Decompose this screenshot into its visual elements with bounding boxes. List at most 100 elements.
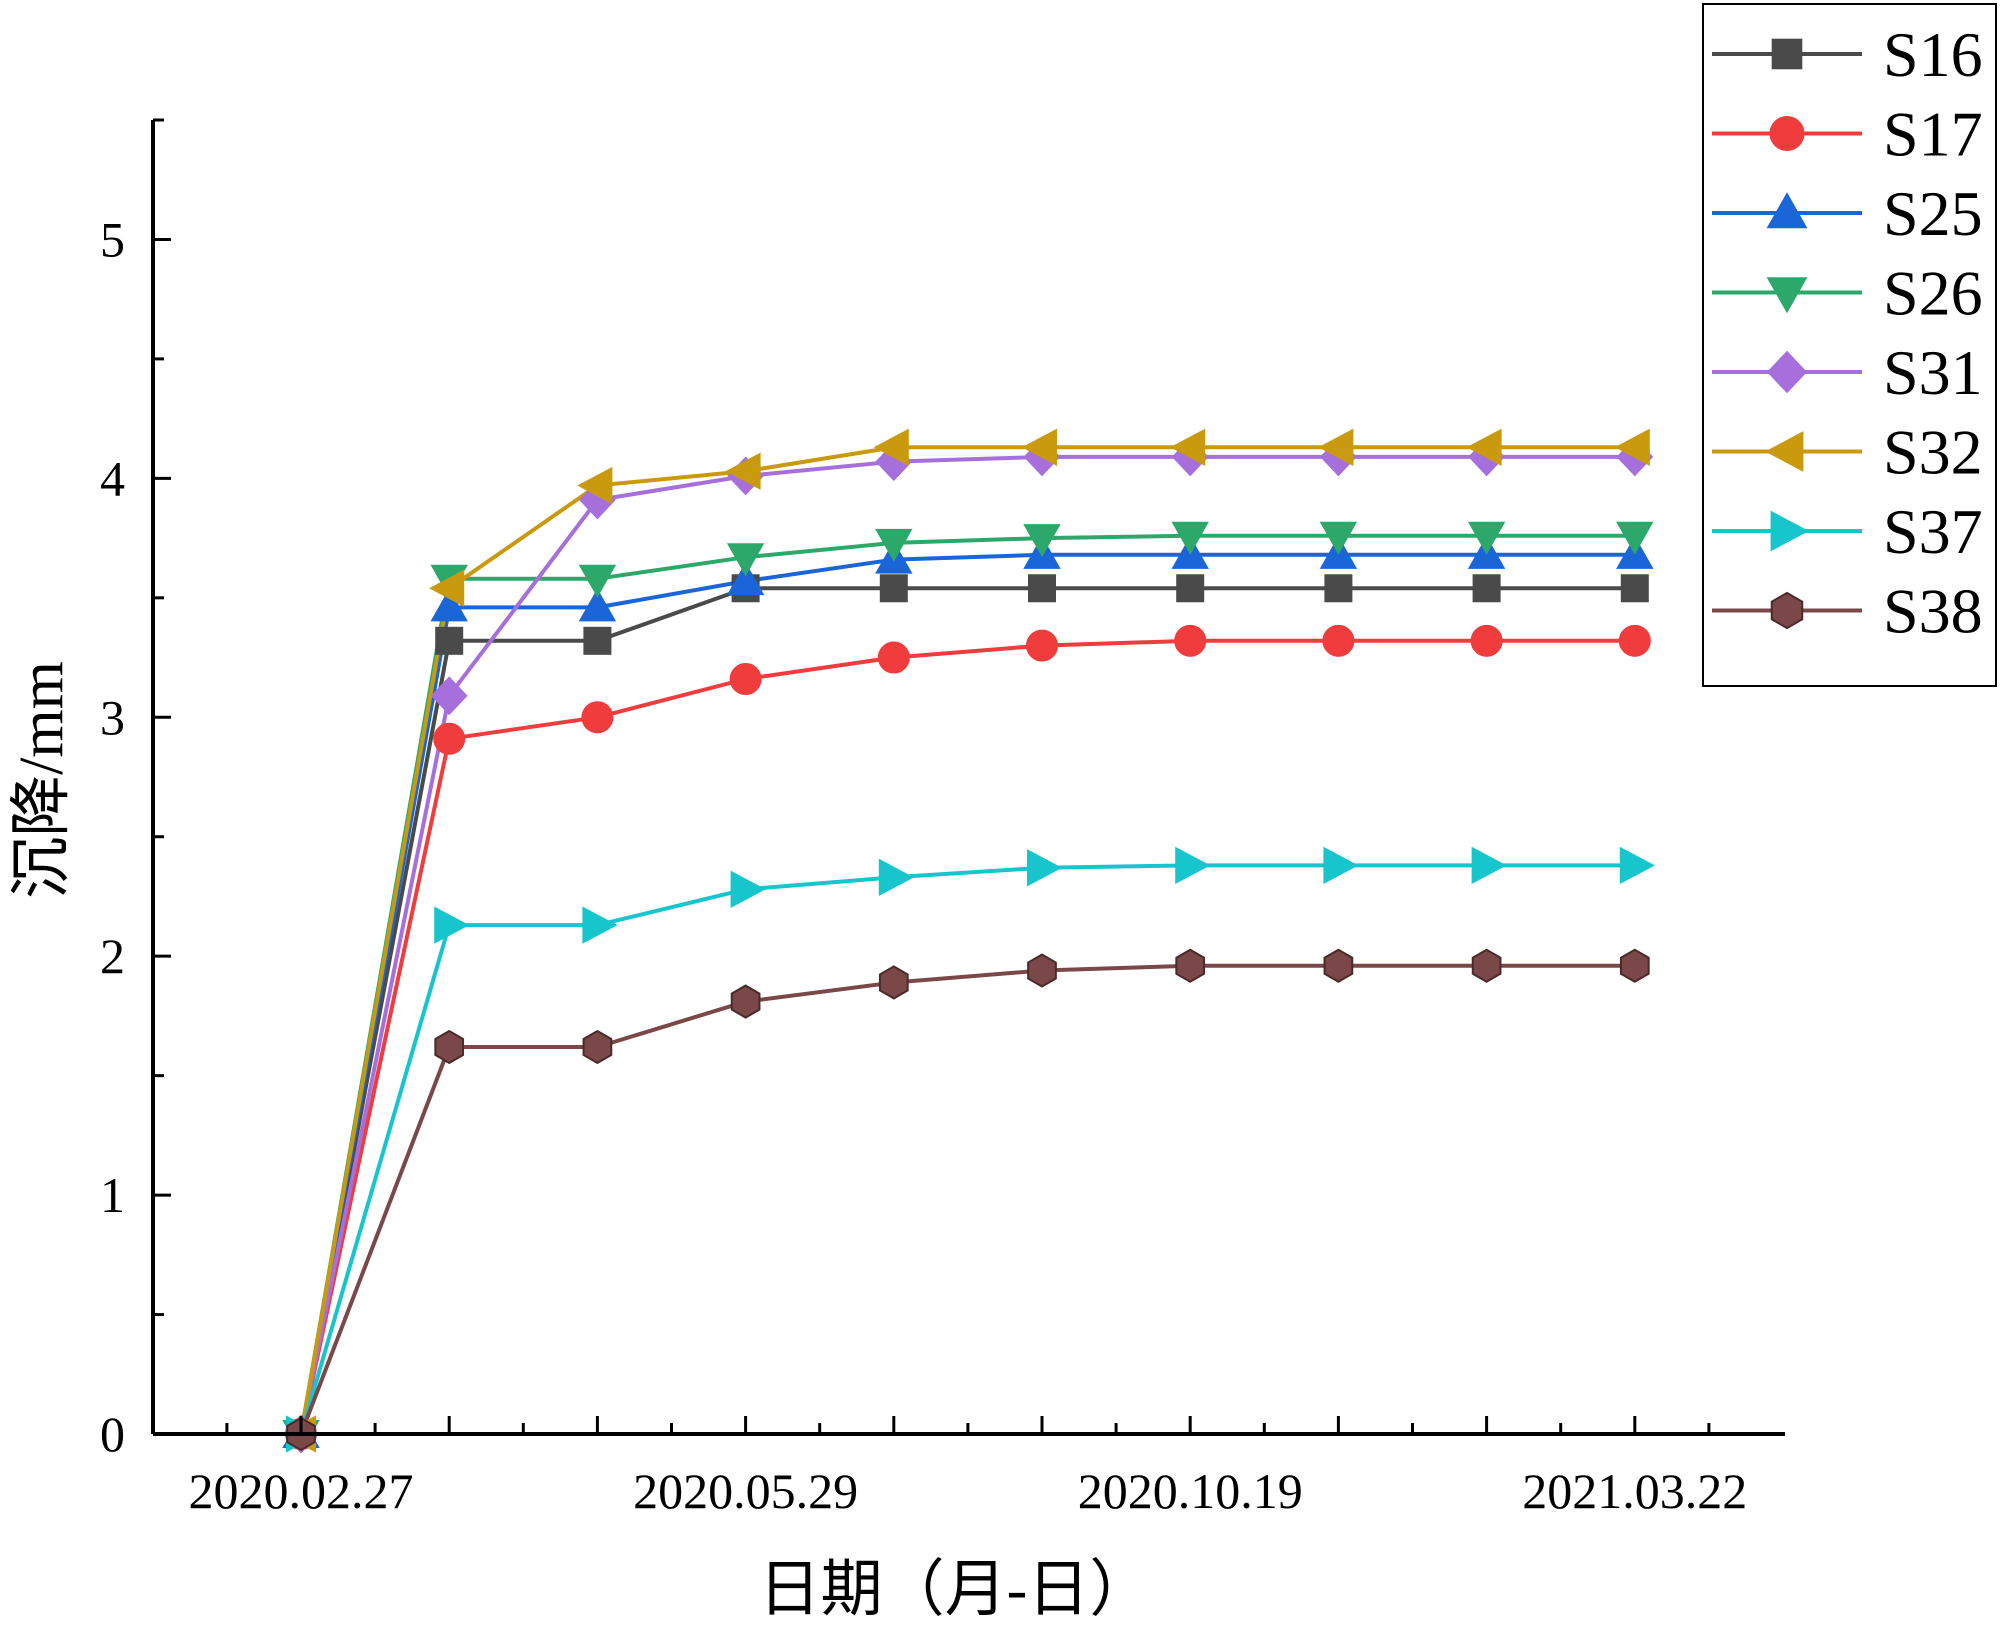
legend-label: S31 [1883, 337, 1983, 408]
legend-item-s32: S32 [1712, 417, 1983, 488]
data-point [581, 701, 614, 734]
legend-item-s26: S26 [1712, 258, 1983, 329]
x-tick-label: 2020.10.19 [1078, 1463, 1303, 1519]
legend-label: S38 [1883, 576, 1983, 647]
data-point [582, 906, 618, 944]
data-point [1322, 624, 1355, 657]
data-point [1324, 574, 1353, 603]
data-point [1618, 624, 1651, 657]
data-point [583, 626, 612, 655]
legend-label: S16 [1883, 19, 1983, 90]
data-point [726, 543, 765, 577]
y-tick-label: 0 [100, 1406, 125, 1462]
y-tick-label: 4 [100, 450, 125, 506]
data-point [879, 574, 908, 603]
data-point [1467, 521, 1506, 555]
data-point [1176, 574, 1205, 603]
series-markers-s17 [285, 624, 1651, 1450]
data-point [1023, 524, 1061, 558]
legend-item-s31: S31 [1712, 337, 1983, 408]
data-point [435, 626, 464, 655]
tick-labels: 0 1 2 3 4 5 2020.02.27 2020.05.29 2020.10.19 2021… [100, 211, 1747, 1519]
data-point [1770, 510, 1809, 552]
x-axis-title: 日期（月-日） [759, 1556, 1152, 1624]
legend-label: S26 [1883, 258, 1983, 329]
legend-item-s16: S16 [1712, 19, 1983, 90]
data-point [1471, 846, 1507, 885]
axes [151, 118, 1785, 1436]
series-line-s26 [299, 533, 1635, 1435]
legend-label: S32 [1883, 417, 1983, 488]
x-tick-label: 2020.05.29 [633, 1463, 858, 1519]
data-point [1766, 350, 1808, 394]
data-point [1471, 948, 1502, 983]
series-markers-s31 [282, 437, 1654, 1454]
y-tick-label: 1 [100, 1167, 125, 1223]
x-tick-label: 2021.03.22 [1522, 1463, 1747, 1519]
legend-box [1702, 3, 1997, 687]
data-point [877, 641, 910, 674]
legend-item-s38: S38 [1712, 576, 1983, 647]
data-point [875, 528, 913, 562]
data-point [1472, 574, 1501, 603]
data-point [726, 562, 765, 596]
data-point [1771, 38, 1803, 70]
y-tick-label: 2 [100, 928, 125, 984]
series-markers-s16 [287, 574, 1649, 1448]
legend-label: S17 [1883, 99, 1983, 170]
data-point [1175, 846, 1211, 885]
legend: S16 S17 S25 S26 S31 S32 S37 S38 [1702, 3, 1997, 687]
data-point [1323, 846, 1359, 885]
data-point [434, 1029, 465, 1065]
data-point [1769, 116, 1805, 151]
data-point [1319, 521, 1358, 555]
y-tick-label: 3 [100, 689, 125, 745]
y-axis-title: 沉降/mm [8, 661, 76, 899]
data-point [434, 906, 470, 944]
legend-item-s37: S37 [1712, 496, 1983, 567]
data-point [1619, 846, 1655, 885]
data-point [433, 722, 466, 755]
data-point [1466, 428, 1502, 466]
data-point [1027, 849, 1063, 887]
data-point [430, 676, 468, 716]
data-point [577, 466, 613, 505]
data-point [1027, 953, 1057, 988]
series-markers [280, 428, 1655, 1454]
legend-item-s25: S25 [1712, 178, 1983, 249]
data-point [1766, 277, 1808, 314]
data-point [1318, 428, 1354, 466]
series-line-s16 [299, 586, 1635, 1435]
x-tick-label: 2020.02.27 [189, 1463, 414, 1519]
data-point [1616, 521, 1654, 555]
data-point [429, 569, 465, 607]
data-point [1614, 428, 1650, 466]
data-point [578, 588, 617, 622]
data-point [725, 452, 761, 490]
data-point [1175, 948, 1206, 983]
legend-item-s17: S17 [1712, 99, 1983, 170]
data-point [730, 984, 761, 1019]
data-point [1619, 948, 1650, 983]
series-markers-s37 [286, 846, 1655, 1453]
series-markers-s26 [282, 521, 1654, 1454]
data-point [878, 965, 909, 1000]
data-point [1765, 431, 1804, 472]
series-line-s31 [299, 454, 1635, 1435]
data-point [1323, 948, 1354, 983]
series-markers-s38 [286, 948, 1650, 1452]
data-point [1021, 428, 1057, 466]
legend-label: S25 [1883, 178, 1983, 249]
series-markers-s32 [280, 428, 1650, 1453]
data-point [1174, 624, 1207, 657]
data-point [430, 588, 468, 622]
series-line-s17 [299, 638, 1635, 1435]
data-point [1620, 574, 1649, 603]
y-tick-label: 5 [100, 211, 125, 267]
data-point [1171, 521, 1209, 555]
data-point [873, 428, 909, 466]
data-point [730, 870, 766, 908]
data-point [582, 1029, 613, 1065]
series-markers-s25 [282, 535, 1654, 1448]
series-line-s37 [299, 863, 1635, 1435]
